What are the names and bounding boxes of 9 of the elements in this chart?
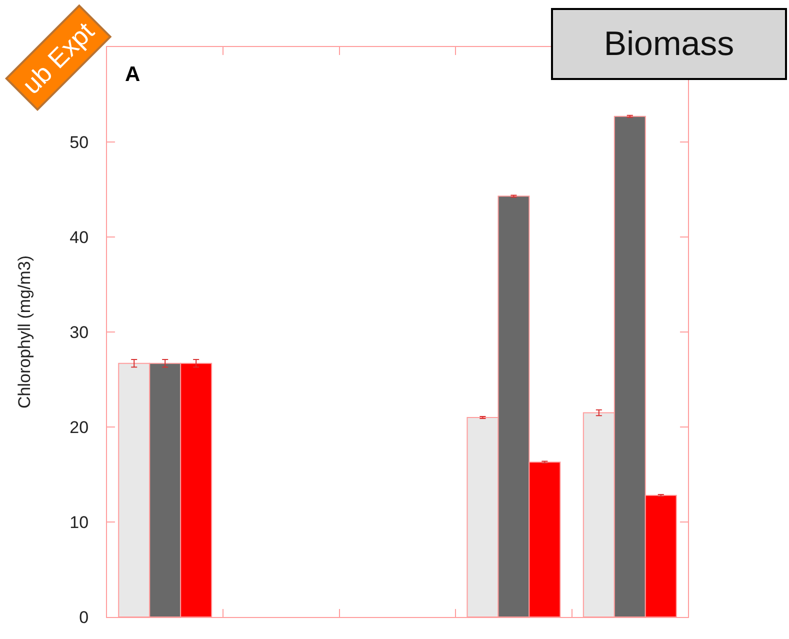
- y-tick-label: 10: [70, 512, 89, 532]
- annotation: Biomass: [604, 25, 734, 63]
- y-tick-label: 0: [79, 608, 89, 627]
- y-tick-label: 30: [70, 322, 89, 342]
- annotation: A: [125, 63, 140, 86]
- y-tick-label: 40: [70, 228, 89, 247]
- y-tick-label: 50: [70, 132, 89, 152]
- y-axis-title: Chlorophyll (mg/m3): [15, 255, 34, 409]
- y-tick-label: 20: [70, 418, 89, 437]
